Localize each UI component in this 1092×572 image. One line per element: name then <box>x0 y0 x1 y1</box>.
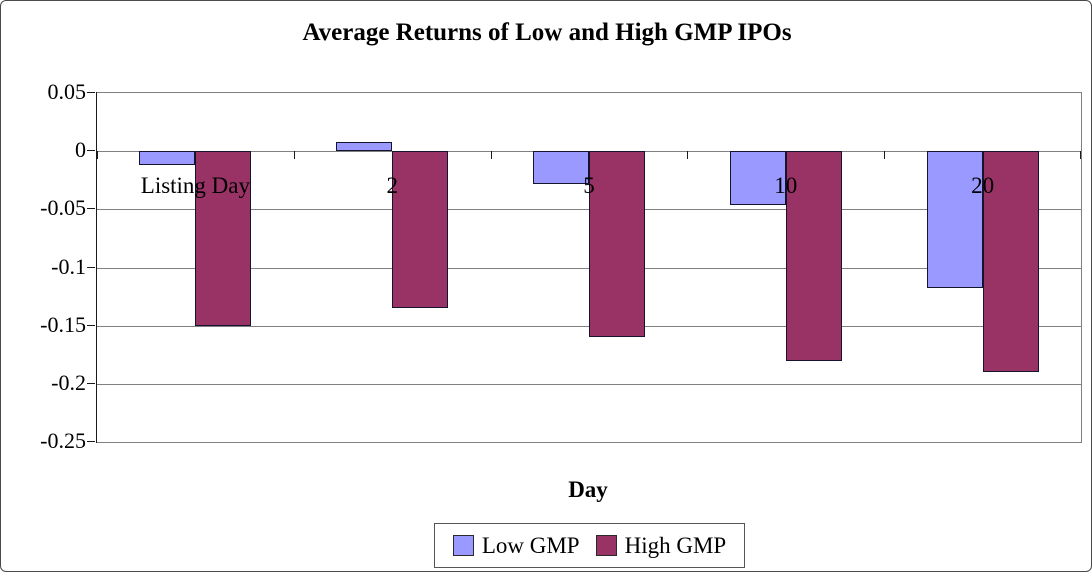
bar-low-gmp-20 <box>926 151 983 289</box>
y-tick-label: 0 <box>75 137 86 163</box>
y-tick-label: -0.1 <box>51 253 86 279</box>
bar-low-gmp-5 <box>533 151 589 184</box>
y-tick-mark <box>87 324 95 326</box>
x-tick-mark <box>490 151 492 160</box>
legend-item-high-gmp: High GMP <box>595 533 727 558</box>
legend-swatch-low-gmp <box>452 535 474 556</box>
y-axis-line <box>96 92 97 443</box>
legend-label-high-gmp: High GMP <box>624 533 727 558</box>
gridline--0.2 <box>97 383 1081 385</box>
x-axis-title: Day <box>568 477 608 502</box>
bar-high-gmp-10 <box>785 151 842 361</box>
y-tick-label: -0.15 <box>40 311 86 337</box>
bar-low-gmp-listing-day <box>139 151 196 166</box>
bar-high-gmp-listing-day <box>195 151 252 326</box>
legend-label-low-gmp: Low GMP <box>481 533 580 558</box>
x-tick-mark <box>687 151 689 160</box>
y-tick-mark <box>87 208 95 210</box>
bar-low-gmp-2 <box>336 141 393 152</box>
chart-title: Average Returns of Low and High GMP IPOs <box>302 19 792 46</box>
category-label-10: 10 <box>774 173 798 199</box>
x-tick-mark <box>97 151 98 160</box>
y-tick-mark <box>87 150 95 152</box>
x-tick-mark <box>884 151 886 160</box>
category-label-listing-day: Listing Day <box>140 173 251 199</box>
y-tick-label: -0.25 <box>40 428 86 453</box>
y-tick-mark <box>87 382 95 384</box>
bar-high-gmp-20 <box>982 151 1039 373</box>
y-tick-label: -0.2 <box>51 369 86 395</box>
y-tick-mark <box>87 266 95 268</box>
x-tick-mark <box>1080 151 1081 160</box>
legend-item-low-gmp: Low GMP <box>452 533 580 558</box>
legend-swatch-high-gmp <box>595 535 617 556</box>
y-tick-label: -0.05 <box>40 195 86 221</box>
x-tick-mark <box>293 151 295 160</box>
bar-high-gmp-2 <box>392 151 449 309</box>
plot-area: Listing Day 2 5 10 20 <box>96 92 1082 443</box>
legend-box: Low GMP High GMP <box>434 523 745 568</box>
y-tick-mark <box>87 92 95 93</box>
y-tick-label: 0.05 <box>47 79 87 104</box>
y-tick-mark <box>87 441 95 442</box>
category-label-20: 20 <box>971 173 995 199</box>
bar-high-gmp-5 <box>589 151 645 338</box>
bar-low-gmp-10 <box>729 151 786 205</box>
category-label-5: 5 <box>583 173 595 199</box>
category-label-2: 2 <box>386 173 398 199</box>
